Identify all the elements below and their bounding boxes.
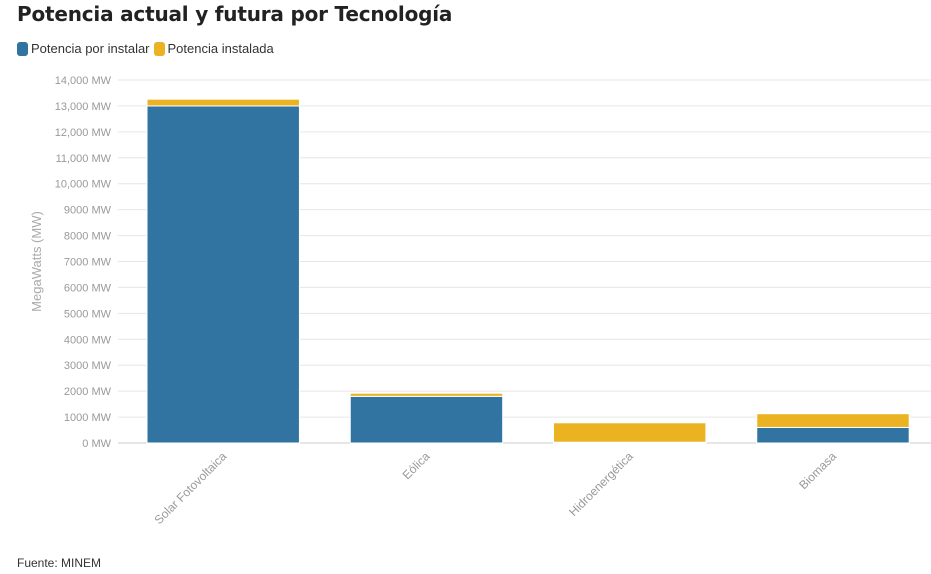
bar-por-instalar-3[interactable] bbox=[756, 426, 910, 444]
y-tick-label: 10,000 MW bbox=[55, 179, 112, 191]
y-tick-label: 11,000 MW bbox=[56, 153, 112, 165]
y-tick-label: 8000 MW bbox=[64, 231, 112, 243]
chart-title: Potencia actual y futura por Tecnología bbox=[17, 2, 453, 26]
bar-por-instalar-1[interactable] bbox=[349, 395, 504, 444]
y-tick-label: 0 MW bbox=[82, 438, 111, 450]
y-tick-label: 9000 MW bbox=[64, 205, 112, 217]
legend-item-instalada[interactable]: Potencia instalada bbox=[153, 41, 274, 56]
y-tick-label: 7000 MW bbox=[64, 257, 112, 269]
legend-label-por-instalar: Potencia por instalar bbox=[31, 41, 150, 56]
y-axis-ticks: 0 MW 1000 MW 2000 MW 3000 MW 4000 MW 5000 MW 6… bbox=[55, 75, 112, 450]
y-tick-label: 6000 MW bbox=[64, 282, 112, 294]
y-tick-label: 4000 MW bbox=[64, 334, 112, 346]
source-note: Fuente: MINEM bbox=[17, 556, 102, 570]
x-tick-label: Biomasa bbox=[796, 449, 839, 492]
legend-swatch-por-instalar bbox=[17, 41, 28, 56]
y-axis-title: MegaWatts (MW) bbox=[29, 211, 44, 312]
bar-instalada-3[interactable] bbox=[756, 413, 910, 428]
bar-instalada-0[interactable] bbox=[146, 98, 300, 107]
x-tick-label: Hidroenergética bbox=[566, 449, 636, 519]
legend-item-por-instalar[interactable]: Potencia por instalar bbox=[17, 41, 150, 56]
x-axis-ticks: Solar Fotovoltaica Eólica Hidroenergética B… bbox=[152, 449, 840, 527]
y-tick-label: 13,000 MW bbox=[55, 101, 112, 113]
bars bbox=[146, 98, 910, 444]
y-tick-label: 12,000 MW bbox=[55, 127, 112, 139]
bar-por-instalar-0[interactable] bbox=[146, 105, 300, 444]
bar-instalada-1[interactable] bbox=[349, 392, 504, 397]
bar-instalada-2[interactable] bbox=[553, 422, 707, 443]
y-tick-label: 3000 MW bbox=[64, 360, 112, 372]
x-tick-label: Solar Fotovoltaica bbox=[152, 449, 230, 527]
legend-label-instalada: Potencia instalada bbox=[167, 41, 274, 56]
y-tick-label: 5000 MW bbox=[64, 308, 112, 320]
legend-swatch-instalada bbox=[153, 41, 165, 56]
y-tick-label: 1000 MW bbox=[64, 412, 112, 424]
legend: Potencia por instalar Potencia instalada bbox=[17, 41, 278, 56]
y-tick-label: 2000 MW bbox=[64, 386, 112, 398]
x-tick-label: Eólica bbox=[400, 449, 433, 482]
y-tick-label: 14,000 MW bbox=[55, 75, 112, 87]
